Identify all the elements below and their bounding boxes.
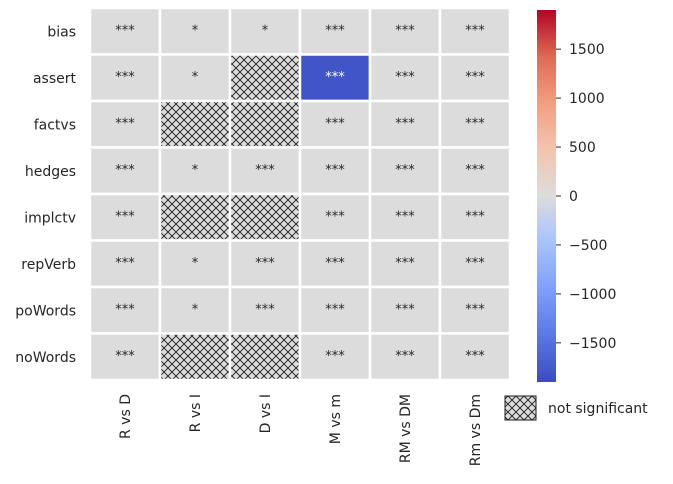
cell-annotation: *** [325,23,345,38]
cell-annotation: *** [465,163,485,178]
cell-annotation: *** [115,349,135,364]
heatmap-cell [158,332,232,382]
cell-annotation: *** [325,116,345,131]
legend-hatch-swatch [504,395,537,421]
heatmap-cell [88,192,162,242]
heatmap-cell [158,146,232,196]
heatmap-cell [158,239,232,289]
cell-annotation: *** [395,256,415,271]
column-label: D vs I [258,394,274,433]
cell-annotation: *** [465,302,485,317]
cell-annotation: *** [395,70,415,85]
cell-annotation: * [192,163,199,178]
colorbar [537,10,556,382]
cell-annotation: *** [115,302,135,317]
heatmap-cell [228,332,302,382]
heatmap-cell [158,53,232,103]
cell-annotation: *** [395,349,415,364]
heatmap-cells: *** * * *** *** ****** * *** *** ****** *** *** ****… [88,6,512,382]
cell-annotation: *** [465,349,485,364]
row-label: repVerb [21,257,76,273]
colorbar-tick-label: 0 [569,189,578,205]
heatmap-cell [228,192,302,242]
column-labels: R vs D R vs I D vs I M vs m RM vs DM Rm vs Dm [118,394,484,466]
heatmap-cell [228,53,302,103]
column-label: R vs I [188,394,204,432]
heatmap-cell [438,239,512,289]
cell-annotation: *** [115,70,135,85]
cell-annotation: *** [395,163,415,178]
cell-annotation: *** [465,209,485,224]
cell-annotation: *** [115,23,135,38]
column-label: Rm vs Dm [468,394,484,466]
cell-annotation: *** [395,302,415,317]
heatmap-cell [368,99,442,149]
legend: not significant [504,395,648,421]
heatmap-cell [438,285,512,335]
cell-annotation: *** [395,209,415,224]
row-label: implctv [24,210,76,226]
row-label: assert [33,71,77,87]
heatmap-cell [368,332,442,382]
colorbar-tick-label: −1500 [569,336,616,352]
cell-annotation: *** [115,209,135,224]
colorbar-gradient [537,10,556,382]
heatmap-cell [88,146,162,196]
cell-annotation: * [262,23,269,38]
heatmap-cell [438,332,512,382]
heatmap-cell [298,192,372,242]
heatmap-cell [368,146,442,196]
row-label: poWords [15,303,76,319]
column-label: R vs D [118,394,134,439]
row-label: bias [47,24,76,40]
heatmap-cell [368,53,442,103]
cell-annotation: *** [115,256,135,271]
cell-annotation: * [192,70,199,85]
heatmap-cell [228,99,302,149]
cell-annotation: *** [465,256,485,271]
colorbar-tick-label: 1500 [569,42,605,58]
legend-label: not significant [548,401,648,417]
cell-annotation: *** [465,23,485,38]
colorbar-ticks: 1500 1000 500 0 −500 −1000 −1500 [556,42,616,352]
cell-annotation: *** [255,302,275,317]
cell-annotation: *** [325,256,345,271]
heatmap-cell [298,239,372,289]
heatmap-cell [438,6,512,56]
row-label: factvs [34,117,76,133]
heatmap-cell [298,146,372,196]
row-labels: bias assert factvs hedges implctv repVerb poWo… [15,24,76,366]
heatmap-cell [88,99,162,149]
cell-annotation: *** [115,116,135,131]
cell-annotation: * [192,302,199,317]
cell-annotation: *** [255,163,275,178]
cell-annotation: *** [325,209,345,224]
cell-annotation: *** [325,349,345,364]
column-label: M vs m [328,394,344,444]
heatmap-cell [368,285,442,335]
heatmap-cell [158,192,232,242]
heatmap-cell [88,332,162,382]
row-label: hedges [25,164,76,180]
heatmap-cell [438,53,512,103]
cell-annotation: *** [395,23,415,38]
row-label: noWords [15,350,76,366]
colorbar-tick-label: 1000 [569,91,605,107]
cell-annotation: *** [325,163,345,178]
cell-annotation: * [192,23,199,38]
colorbar-tick-label: −1000 [569,287,616,303]
cell-annotation: *** [465,116,485,131]
cell-annotation: *** [395,116,415,131]
colorbar-tick-label: −500 [569,238,607,254]
cell-annotation: *** [115,163,135,178]
cell-annotation: * [192,256,199,271]
cell-annotation: *** [325,302,345,317]
column-label: RM vs DM [398,394,414,463]
colorbar-tick-label: 500 [569,140,596,156]
cell-annotation: *** [255,256,275,271]
heatmap-cell [158,99,232,149]
cell-annotation: *** [465,70,485,85]
cell-annotation: *** [325,70,345,85]
